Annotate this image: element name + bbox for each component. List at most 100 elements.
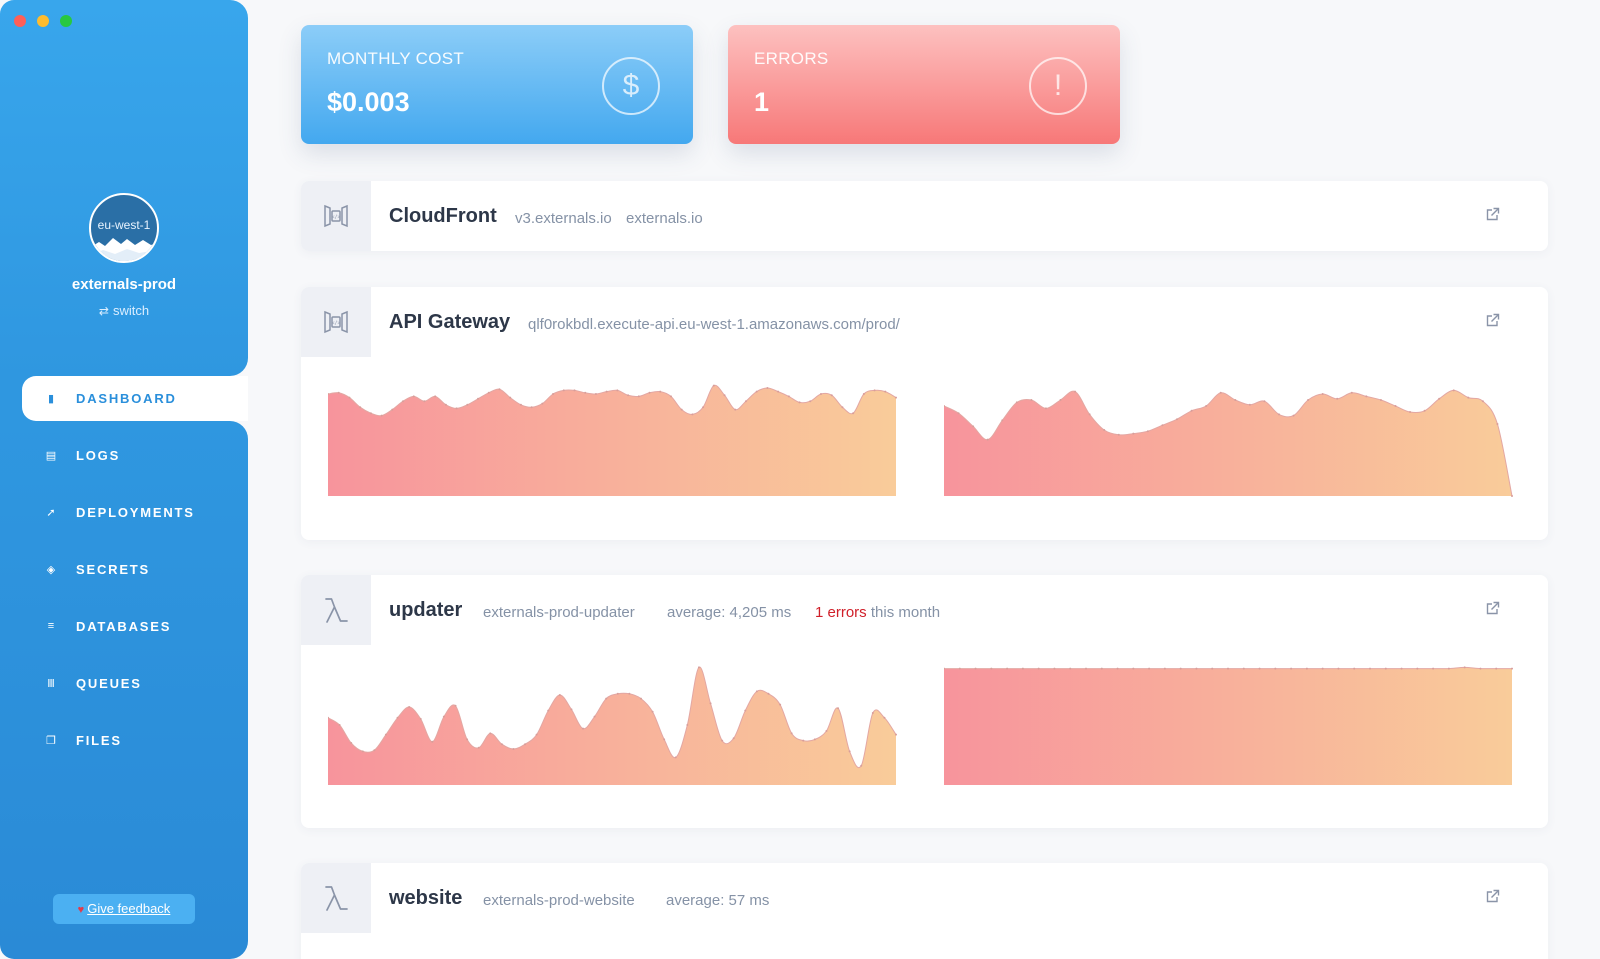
chart-point	[841, 406, 844, 409]
chart-point	[1481, 400, 1484, 403]
chart-point	[1384, 667, 1387, 670]
chart-point	[663, 738, 666, 741]
external-link-icon[interactable]	[1485, 207, 1500, 227]
chart-point	[616, 692, 619, 695]
chart-point	[1117, 433, 1120, 436]
updater-function-name: externals-prod-updater	[483, 604, 635, 621]
chart-point	[348, 396, 351, 399]
chart-point	[674, 756, 677, 759]
region-avatar: eu-west-1	[89, 193, 159, 263]
alert-icon: !	[1029, 57, 1087, 115]
sidebar: eu-west-1 externals-prod ⇄ switch ▮ DASHBO…	[0, 0, 248, 959]
chart-point	[582, 727, 585, 730]
chart-point	[412, 395, 415, 398]
chart-point	[1030, 399, 1033, 401]
chart-point	[1463, 666, 1466, 669]
chart-point	[1479, 667, 1482, 670]
chart-point	[1059, 399, 1062, 401]
nav-item-databases[interactable]: ≡ DATABASES	[44, 614, 171, 638]
external-link-icon[interactable]	[1485, 313, 1500, 333]
chart-point	[873, 389, 876, 392]
chart-point	[605, 697, 608, 700]
chart-point	[1321, 667, 1324, 670]
chart-point	[593, 715, 596, 718]
chart-area	[944, 667, 1512, 785]
nav-item-queues[interactable]: Ⅲ QUEUES	[44, 671, 142, 695]
chart-point	[498, 388, 501, 391]
updater-errors-count: 1 errors	[815, 604, 867, 621]
external-link-icon[interactable]	[1485, 889, 1500, 909]
switch-account-link[interactable]: ⇄ switch	[0, 303, 248, 318]
chart-point	[697, 666, 700, 669]
nav-item-dashboard[interactable]: ▮ DASHBOARD	[44, 386, 177, 410]
chart-point	[1495, 667, 1498, 670]
chart-point	[466, 738, 469, 741]
chart-point	[1074, 390, 1077, 393]
chart-point	[779, 703, 782, 706]
chart-point	[570, 708, 573, 711]
website-average: average: 57 ms	[666, 892, 770, 909]
chart-point	[616, 389, 619, 392]
chart-point	[648, 391, 651, 394]
chart-point	[1307, 399, 1310, 401]
give-feedback-button[interactable]: ♥ Give feedback	[53, 894, 195, 924]
chart-point	[1234, 399, 1237, 401]
chart-point	[944, 405, 945, 407]
chart-point	[1365, 395, 1368, 398]
chart-point	[1379, 399, 1382, 401]
external-link-icon[interactable]	[1485, 601, 1500, 621]
chart-point	[766, 387, 769, 389]
nav-item-deployments[interactable]: ➚ DEPLOYMENTS	[44, 500, 195, 524]
chart-point	[1100, 667, 1103, 670]
updater-errors-text: 1 errors this month	[815, 604, 940, 621]
chart-point	[813, 738, 816, 741]
chart-point	[1336, 397, 1339, 400]
updater-errors-suffix: this month	[870, 604, 941, 621]
chart-point	[871, 712, 874, 714]
chart-point	[442, 715, 445, 718]
chart-point	[627, 394, 630, 397]
chart-point	[1416, 667, 1419, 670]
chart-point	[1021, 667, 1024, 670]
chart-point	[669, 395, 672, 398]
chart-point	[337, 391, 340, 394]
nav-item-logs[interactable]: ▤ LOGS	[44, 443, 120, 467]
chart-point	[702, 406, 705, 409]
nav-label: DEPLOYMENTS	[76, 504, 195, 520]
window-minimize-button[interactable]	[37, 15, 49, 27]
svg-text:</>: </>	[331, 321, 340, 327]
chart-point	[489, 732, 492, 735]
chart-point	[431, 740, 434, 743]
chart-point	[1190, 409, 1193, 412]
chart-point	[825, 730, 828, 732]
website-card: website externals-prod-website average: …	[301, 863, 1548, 959]
nav-item-secrets[interactable]: ◈ SECRETS	[44, 557, 150, 581]
nav-item-files[interactable]: ❐ FILES	[44, 728, 122, 752]
chart-point	[944, 667, 945, 670]
window-zoom-button[interactable]	[60, 15, 72, 27]
chart-point	[1116, 667, 1119, 670]
chart-point	[558, 694, 561, 696]
cloudfront-icon: </>	[301, 181, 371, 251]
dollar-icon: $	[602, 57, 660, 115]
chart-point	[755, 690, 758, 693]
chart-point	[1400, 667, 1403, 670]
chart-point	[721, 739, 724, 742]
chart-point	[1350, 391, 1353, 394]
updater-duration-chart	[328, 666, 897, 785]
chart-point	[455, 407, 458, 410]
chart-point	[384, 733, 387, 736]
chart-point	[798, 401, 801, 404]
window-close-button[interactable]	[14, 15, 26, 27]
chart-point	[361, 750, 364, 753]
chart-point	[637, 395, 640, 398]
chart-point	[1179, 667, 1182, 670]
chart-point	[1163, 667, 1166, 670]
chart-point	[1242, 667, 1245, 670]
shield-icon: ◈	[46, 563, 56, 576]
chart-point	[1044, 407, 1047, 410]
updater-card: updater externals-prod-updater average: …	[301, 575, 1548, 828]
chart-point	[1274, 667, 1277, 670]
api-gateway-card: </> API Gateway qlf0rokbdl.execute-api.e…	[301, 287, 1548, 540]
queue-icon: Ⅲ	[47, 677, 55, 690]
